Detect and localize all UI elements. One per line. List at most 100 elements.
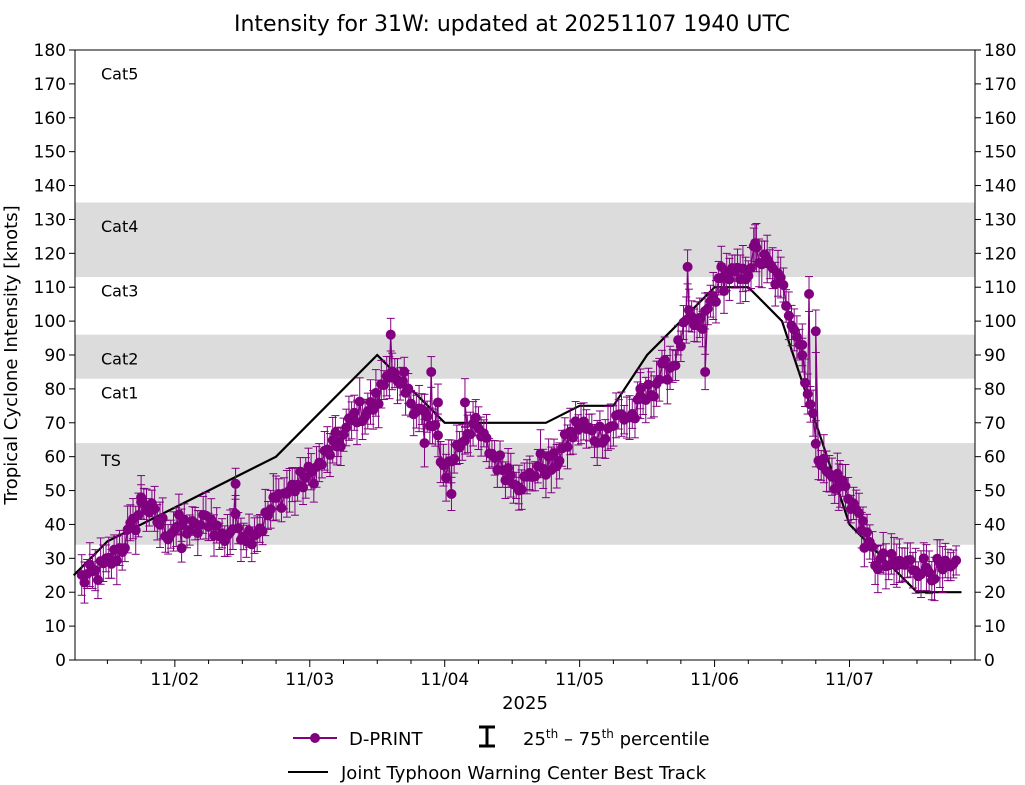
dprint-marker xyxy=(230,508,241,519)
y-tick-label-left: 180 xyxy=(34,41,66,61)
dprint-marker xyxy=(446,488,457,499)
dprint-marker xyxy=(648,391,659,402)
dprint-series xyxy=(76,222,962,604)
y-tick-label-left: 140 xyxy=(34,177,66,197)
dprint-marker xyxy=(929,573,940,584)
dprint-marker xyxy=(349,407,360,418)
dprint-marker xyxy=(751,242,762,253)
y-tick-label-right: 160 xyxy=(984,109,1016,129)
dprint-marker xyxy=(432,430,443,441)
category-label-cat5: Cat5 xyxy=(101,65,138,84)
dprint-marker xyxy=(325,450,336,461)
dprint-marker xyxy=(804,289,815,299)
category-label-cat2: Cat2 xyxy=(101,349,138,368)
dprint-marker xyxy=(370,387,381,398)
y-tick-label-left: 170 xyxy=(34,75,66,95)
legend-dprint-marker xyxy=(310,733,320,743)
dprint-marker xyxy=(316,459,327,470)
dprint-marker xyxy=(470,412,481,423)
dprint-marker xyxy=(459,397,470,408)
dprint-marker xyxy=(130,525,141,536)
y-tick-label-left: 160 xyxy=(34,109,66,129)
dprint-marker xyxy=(79,577,90,588)
dprint-marker xyxy=(403,383,414,394)
x-tick-label: 11/03 xyxy=(285,670,334,690)
x-tick-label: 11/05 xyxy=(555,670,604,690)
dprint-marker xyxy=(805,399,816,410)
chart-title: Intensity for 31W: updated at 20251107 1… xyxy=(234,12,790,37)
category-label-cat3: Cat3 xyxy=(101,282,138,301)
x-axis-label: 2025 xyxy=(502,693,548,714)
legend-percentile-label: 25th – 75th percentile xyxy=(523,727,710,750)
dprint-marker xyxy=(265,504,276,515)
best-track-line xyxy=(72,286,962,594)
dprint-marker xyxy=(422,411,433,422)
dprint-marker xyxy=(230,478,241,489)
x-tick-label: 11/07 xyxy=(825,670,874,690)
legend-dprint-label: D-PRINT xyxy=(349,729,423,750)
dprint-marker xyxy=(233,523,244,534)
dprint-marker xyxy=(432,397,443,408)
y-tick-label-left: 120 xyxy=(34,244,66,264)
dprint-marker xyxy=(810,326,821,337)
legend-best-track-label: Joint Typhoon Warning Center Best Track xyxy=(340,763,707,784)
dprint-point xyxy=(399,356,410,388)
dprint-marker xyxy=(554,455,565,466)
y-tick-label-right: 100 xyxy=(984,312,1016,332)
dprint-marker xyxy=(276,503,287,514)
y-tick-label-right: 140 xyxy=(984,177,1016,197)
dprint-marker xyxy=(298,482,309,493)
y-tick-label-right: 80 xyxy=(984,380,1006,400)
dprint-marker xyxy=(700,366,711,377)
dprint-marker xyxy=(419,438,430,449)
dprint-point xyxy=(459,378,470,427)
y-tick-label-left: 20 xyxy=(44,583,66,603)
dprint-point xyxy=(810,309,821,354)
x-tick-label: 11/02 xyxy=(150,670,199,690)
dprint-marker xyxy=(862,527,873,538)
y-tick-label-right: 10 xyxy=(984,617,1006,637)
dprint-marker xyxy=(778,280,789,291)
y-tick-label-left: 50 xyxy=(44,482,66,502)
dprint-marker xyxy=(246,539,257,550)
y-tick-label-right: 110 xyxy=(984,278,1016,298)
y-tick-label-left: 40 xyxy=(44,515,66,535)
dprint-marker xyxy=(858,516,869,527)
y-tick-label-left: 90 xyxy=(44,346,66,366)
y-tick-label-left: 70 xyxy=(44,414,66,434)
dprint-marker xyxy=(682,261,693,272)
dprint-marker xyxy=(257,526,268,537)
dprint-marker xyxy=(111,555,122,566)
dprint-marker xyxy=(505,470,516,481)
category-label-cat1: Cat1 xyxy=(101,383,138,402)
dprint-marker xyxy=(119,542,130,553)
band-cat2 xyxy=(75,334,975,379)
y-tick-label-left: 60 xyxy=(44,448,66,468)
dprint-marker xyxy=(176,543,187,554)
dprint-marker xyxy=(385,329,396,340)
best-track-series xyxy=(72,286,962,594)
dprint-marker xyxy=(918,553,929,564)
dprint-marker xyxy=(465,429,476,440)
dprint-marker xyxy=(662,374,673,385)
dprint-marker xyxy=(90,565,101,576)
y-tick-label-right: 180 xyxy=(984,41,1016,61)
dprint-marker xyxy=(808,408,819,419)
legend: D-PRINT 25th – 75th percentile Joint Typ… xyxy=(288,725,710,784)
y-tick-label-left: 130 xyxy=(34,210,66,230)
y-tick-label-left: 80 xyxy=(44,380,66,400)
y-tick-label-right: 120 xyxy=(984,244,1016,264)
dprint-marker xyxy=(157,513,168,524)
dprint-marker xyxy=(781,300,792,311)
legend-percentile-icon xyxy=(479,725,495,748)
dprint-point xyxy=(951,545,962,576)
axes: 0 0 10 10 20 20 30 30 40 40 50 50 60 60 70 70 80 80 90 90 10… xyxy=(34,41,1017,690)
y-tick-label-right: 20 xyxy=(984,583,1006,603)
dprint-point xyxy=(804,276,815,312)
y-tick-label-right: 90 xyxy=(984,346,1006,366)
y-tick-label-right: 30 xyxy=(984,549,1006,569)
band-cat4 xyxy=(75,202,975,278)
dprint-marker xyxy=(495,450,506,461)
x-tick-label: 11/04 xyxy=(420,670,469,690)
